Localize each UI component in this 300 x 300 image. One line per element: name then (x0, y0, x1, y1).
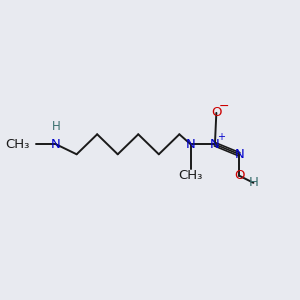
Text: CH₃: CH₃ (178, 169, 203, 182)
Text: CH₃: CH₃ (5, 138, 30, 151)
Text: N: N (51, 138, 61, 151)
Text: O: O (211, 106, 222, 119)
Text: N: N (186, 138, 196, 151)
Text: +: + (217, 132, 225, 142)
Text: O: O (234, 169, 244, 182)
Text: N: N (210, 138, 220, 151)
Text: N: N (234, 148, 244, 161)
Text: −: − (218, 100, 229, 113)
Text: H: H (52, 120, 61, 134)
Text: H: H (248, 176, 258, 189)
